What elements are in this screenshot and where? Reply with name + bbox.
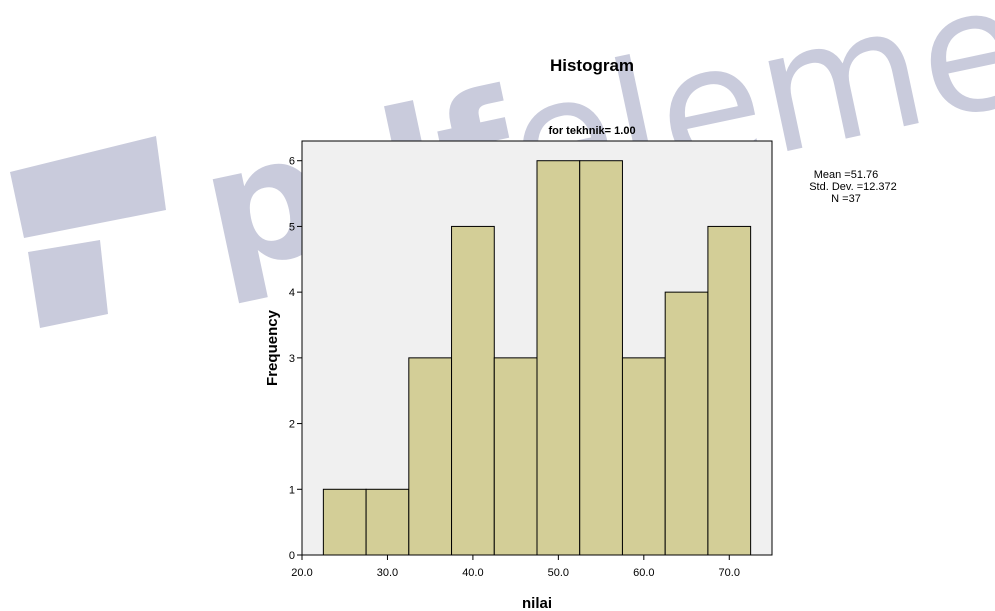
- histogram-bar-9: [664, 291, 709, 556]
- chart-subtitle: for tekhnik= 1.00: [548, 125, 635, 137]
- x-tick-label: 60.0: [633, 567, 654, 579]
- histogram-bar-10: [707, 225, 752, 556]
- histogram-bar-6: [536, 160, 581, 556]
- histogram-bar-2: [365, 488, 410, 556]
- y-axis: 0 1 2 3 4 5 6: [289, 156, 302, 562]
- histogram-bar-3: [408, 357, 453, 556]
- y-tick-label: 1: [289, 484, 295, 496]
- watermark-logo-top-bar: [10, 136, 166, 238]
- x-axis: 20.0 30.0 40.0 50.0 60.0 70.0: [291, 555, 740, 579]
- x-tick-label: 50.0: [548, 567, 569, 579]
- histogram-bar-7: [579, 160, 623, 556]
- histogram-bar-1: [322, 488, 367, 556]
- x-tick-label: 70.0: [719, 567, 740, 579]
- histogram-bar-5: [493, 357, 538, 556]
- histogram-bar-4: [451, 225, 495, 556]
- histogram-bars: [322, 160, 752, 556]
- stats-mean: Mean =51.76: [814, 169, 879, 181]
- x-tick-label: 20.0: [291, 567, 312, 579]
- y-tick-label: 6: [289, 156, 295, 168]
- stats-n: N =37: [831, 193, 861, 205]
- stats-std-dev: Std. Dev. =12.372: [809, 181, 897, 193]
- y-tick-label: 3: [289, 353, 295, 365]
- watermark-logo-bottom-bar: [28, 240, 108, 328]
- chart-title: Histogram: [550, 56, 634, 75]
- x-tick-label: 40.0: [462, 567, 483, 579]
- y-tick-label: 5: [289, 221, 295, 233]
- x-tick-label: 30.0: [377, 567, 398, 579]
- y-tick-label: 4: [289, 287, 295, 299]
- y-tick-label: 2: [289, 419, 295, 431]
- x-axis-label: nilai: [522, 595, 552, 611]
- y-axis-label: Frequency: [264, 309, 281, 386]
- y-tick-label: 0: [289, 550, 295, 562]
- histogram-bar-8: [621, 357, 666, 556]
